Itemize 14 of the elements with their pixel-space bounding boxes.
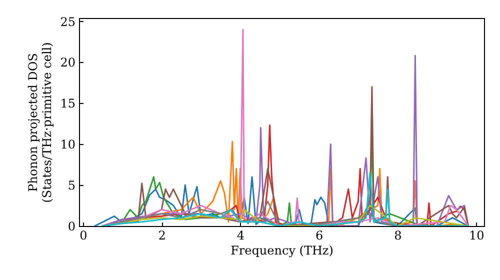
y-tick-label: 15 [60, 96, 76, 111]
y-tick-label: 10 [60, 138, 76, 152]
x-tick-label: 8 [394, 228, 402, 242]
x-tick-label: 2 [158, 228, 166, 242]
x-tick-label: 0 [80, 228, 88, 242]
y-axis-title: Phonon projected DOS (States/THz·primitive cell) [26, 42, 54, 203]
y-tick-label: 25 [60, 14, 76, 29]
y-tick-label: 5 [68, 178, 76, 193]
x-tick-label: 10 [468, 228, 484, 242]
x-tick-label: 4 [236, 228, 245, 242]
y-tick-label: 20 [60, 56, 76, 70]
y-tick-label: 0 [68, 220, 76, 234]
x-axis-title: Frequency (THz) [230, 244, 334, 258]
x-tick-label: 6 [316, 228, 324, 242]
